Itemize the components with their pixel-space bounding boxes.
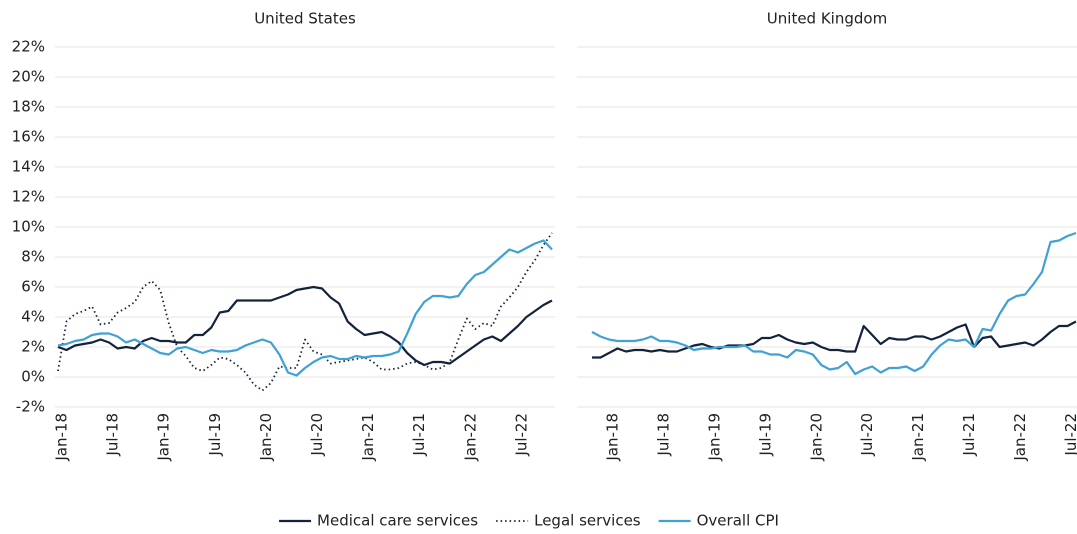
legend-label: Legal services [534, 512, 641, 530]
chart-title: United Kingdom [767, 10, 887, 28]
x-tick-label: Jul-19 [206, 413, 224, 457]
x-tick-label: Jul-21 [410, 413, 428, 457]
x-tick-label: Jan-19 [155, 413, 173, 462]
y-tick-label: 6% [21, 278, 45, 296]
y-tick-label: 14% [12, 158, 45, 176]
x-tick-label: Jan-20 [257, 413, 275, 462]
x-tick-label: Jan-20 [807, 413, 825, 462]
x-tick-label: Jan-22 [1011, 413, 1029, 462]
x-tick-label: Jan-22 [461, 413, 479, 462]
y-tick-label: 4% [21, 308, 45, 326]
line-series [57, 285, 553, 367]
x-tick-label: Jul-20 [858, 413, 876, 457]
y-tick-label: 12% [12, 188, 45, 206]
line-series [592, 320, 1077, 359]
x-tick-label: Jan-21 [359, 413, 377, 462]
x-tick-label: Jul-21 [960, 413, 978, 457]
x-tick-label: Jul-19 [756, 413, 774, 457]
y-tick-label: 18% [12, 98, 45, 116]
line-series [57, 239, 553, 377]
x-tick-label: Jan-18 [53, 413, 71, 462]
line-series [57, 232, 553, 392]
legend-label: Overall CPI [697, 512, 779, 530]
x-tick-label: Jan-21 [909, 413, 927, 462]
x-tick-label: Jul-22 [512, 413, 530, 457]
y-tick-label: 2% [21, 338, 45, 356]
legend-label: Medical care services [317, 512, 478, 530]
y-tick-label: 16% [12, 128, 45, 146]
y-tick-label: 22% [12, 38, 45, 56]
x-tick-label: Jul-18 [104, 413, 122, 457]
y-tick-label: 10% [12, 218, 45, 236]
x-tick-label: Jul-22 [1062, 413, 1077, 457]
y-tick-label: 20% [12, 68, 45, 86]
x-tick-label: Jan-19 [705, 413, 723, 462]
line-series [591, 231, 1077, 376]
x-tick-label: Jul-20 [308, 413, 326, 457]
chart-title: United States [254, 10, 356, 28]
y-tick-label: 8% [21, 248, 45, 266]
y-tick-label: 0% [21, 368, 45, 386]
y-tick-label: -2% [16, 398, 45, 416]
x-tick-label: Jul-18 [654, 413, 672, 457]
x-tick-label: Jan-18 [603, 413, 621, 462]
